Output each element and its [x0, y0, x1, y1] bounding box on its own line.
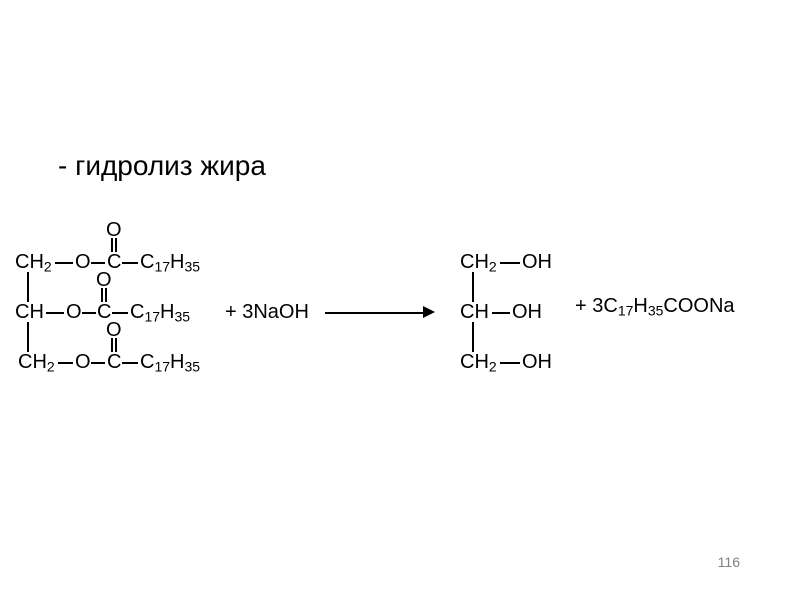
double-bond-1a	[111, 238, 113, 252]
page-title: - гидролиз жира	[58, 150, 266, 182]
fatty-chain-3: C17H35	[140, 352, 200, 374]
glycerol-backbone-2-3	[472, 322, 474, 352]
fatty-chain-2: C17H35	[130, 302, 190, 324]
glycerol-oh-1: OH	[522, 252, 552, 272]
double-bond-3b	[115, 338, 117, 352]
carbonyl-oxygen-2: O	[96, 270, 112, 290]
backbone-bond-1-2	[27, 272, 29, 302]
bond-o-c-2	[82, 312, 96, 314]
glycerol-oh-2: OH	[512, 302, 542, 322]
plus-product: + 3C17H35COONa	[575, 296, 735, 318]
glycerol-backbone-1-2	[472, 272, 474, 302]
bond-o-c-3	[91, 362, 105, 364]
ester-oxygen-1: O	[75, 252, 91, 272]
bond-ch-o-2	[46, 312, 64, 314]
ch-group-2: CH	[15, 302, 44, 322]
ester-oxygen-3: O	[75, 352, 91, 372]
fatty-chain-1: C17H35	[140, 252, 200, 274]
bond-ch2-o-3	[58, 362, 73, 364]
ch2-group-3: CH2	[18, 352, 55, 374]
ester-oxygen-2: O	[66, 302, 82, 322]
bond-c-chain-3	[122, 362, 138, 364]
carbonyl-oxygen-3: O	[106, 320, 122, 340]
page-number: 116	[718, 554, 740, 570]
double-bond-2a	[101, 288, 103, 302]
glycerol-ch2-1: CH2	[460, 252, 497, 274]
glycerol-bond-2	[492, 312, 510, 314]
double-bond-1b	[115, 238, 117, 252]
reaction-arrow-head	[423, 306, 435, 318]
bond-c-chain-2	[112, 312, 128, 314]
ch2-group-1: CH2	[15, 252, 52, 274]
plus-reagent: + 3NaOH	[225, 302, 309, 322]
double-bond-3a	[111, 338, 113, 352]
double-bond-2b	[105, 288, 107, 302]
glycerol-bond-1	[500, 262, 520, 264]
glycerol-ch-2: CH	[460, 302, 489, 322]
carbonyl-c-3: C	[107, 352, 121, 372]
backbone-bond-2-3	[27, 322, 29, 352]
bond-ch2-o-1	[55, 262, 73, 264]
bond-c-chain-1	[122, 262, 138, 264]
carbonyl-oxygen-1: O	[106, 220, 122, 240]
reaction-arrow-line	[325, 312, 425, 314]
glycerol-bond-3	[500, 362, 520, 364]
glycerol-ch2-3: CH2	[460, 352, 497, 374]
chemical-reaction: O CH2 O C C17H35 O CH O C C17H35 O CH2 O…	[0, 210, 800, 430]
bond-o-c-1	[91, 262, 105, 264]
glycerol-oh-3: OH	[522, 352, 552, 372]
